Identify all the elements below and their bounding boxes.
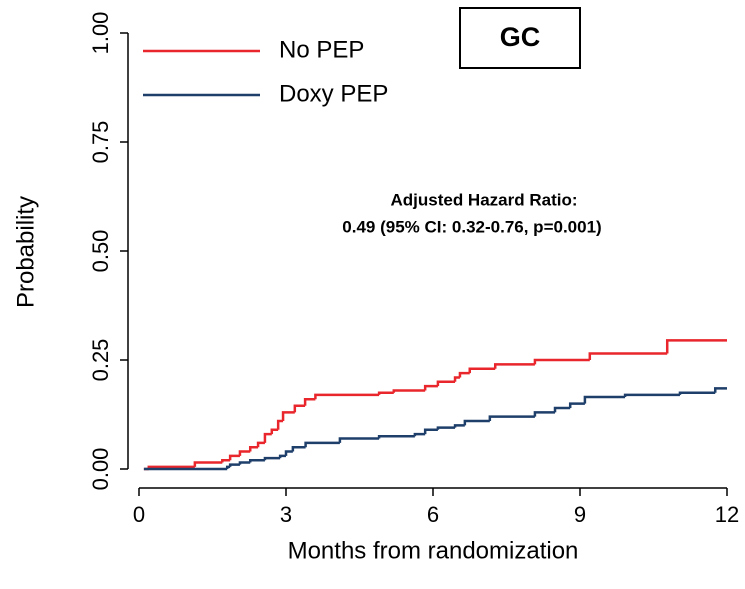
step-segment — [453, 376, 460, 382]
step-segment — [665, 339, 727, 354]
step-segment — [193, 461, 223, 467]
legend-label: No PEP — [279, 36, 364, 63]
x-tick-label: 0 — [133, 502, 145, 527]
step-segment — [493, 363, 535, 369]
step-segment — [623, 393, 680, 398]
step-segment — [248, 459, 265, 463]
y-axis-label: Probability — [12, 196, 39, 308]
step-segment — [303, 397, 316, 406]
step-segment — [553, 406, 571, 413]
step-segment — [436, 426, 456, 430]
step-segment — [468, 367, 496, 374]
y-tick-label: 0.00 — [88, 448, 113, 491]
step-segment — [377, 435, 415, 439]
step-segment — [225, 465, 231, 469]
step-segment — [463, 419, 490, 426]
x-tick-label: 12 — [715, 502, 739, 527]
step-segment — [488, 415, 535, 422]
label-box — [459, 7, 581, 69]
step-segment — [221, 459, 231, 463]
step-segment — [713, 387, 727, 393]
step-segment — [588, 352, 668, 360]
step-segment — [533, 411, 556, 417]
step-segment — [377, 391, 394, 395]
step-segment — [281, 411, 295, 422]
step-segment — [291, 445, 306, 452]
step-segment — [276, 419, 284, 430]
y-tick-label: 0.50 — [88, 230, 113, 273]
step-segment — [423, 428, 438, 435]
step-segment — [263, 432, 272, 443]
step-segment — [248, 445, 259, 452]
x-tick-label: 3 — [280, 502, 292, 527]
step-segment — [304, 441, 340, 448]
annotation: Adjusted Hazard Ratio: — [390, 190, 577, 209]
x-axis-label: Months from randomization — [288, 537, 579, 564]
step-segment — [256, 441, 265, 448]
step-segment — [458, 371, 470, 378]
step-segment — [278, 454, 286, 459]
y-tick-label: 0.75 — [88, 121, 113, 164]
step-segment — [263, 456, 281, 461]
step-segment — [533, 358, 590, 365]
step-segment — [293, 404, 306, 413]
annotation: 0.49 (95% CI: 0.32-0.76, p=0.001) — [342, 217, 601, 236]
step-segment — [413, 432, 426, 437]
y-tick-label: 1.00 — [88, 12, 113, 55]
step-segment — [392, 389, 426, 393]
step-segment — [678, 391, 716, 395]
x-tick-label: 9 — [574, 502, 586, 527]
x-tick-label: 6 — [427, 502, 439, 527]
step-segment — [238, 461, 251, 465]
y-tick-label: 0.25 — [88, 339, 113, 382]
step-segment — [583, 395, 626, 404]
step-segment — [238, 450, 251, 456]
step-segment — [228, 454, 240, 461]
legend-label: Doxy PEP — [279, 80, 388, 107]
step-segment — [423, 384, 438, 391]
step-segment — [270, 428, 279, 435]
step-segment — [314, 393, 380, 400]
step-segment — [436, 380, 456, 387]
step-segment — [284, 450, 293, 456]
step-segment — [568, 402, 585, 408]
box-label: GC — [500, 22, 541, 52]
step-segment — [338, 437, 380, 443]
step-segment — [453, 424, 465, 428]
step-segment — [228, 463, 240, 467]
